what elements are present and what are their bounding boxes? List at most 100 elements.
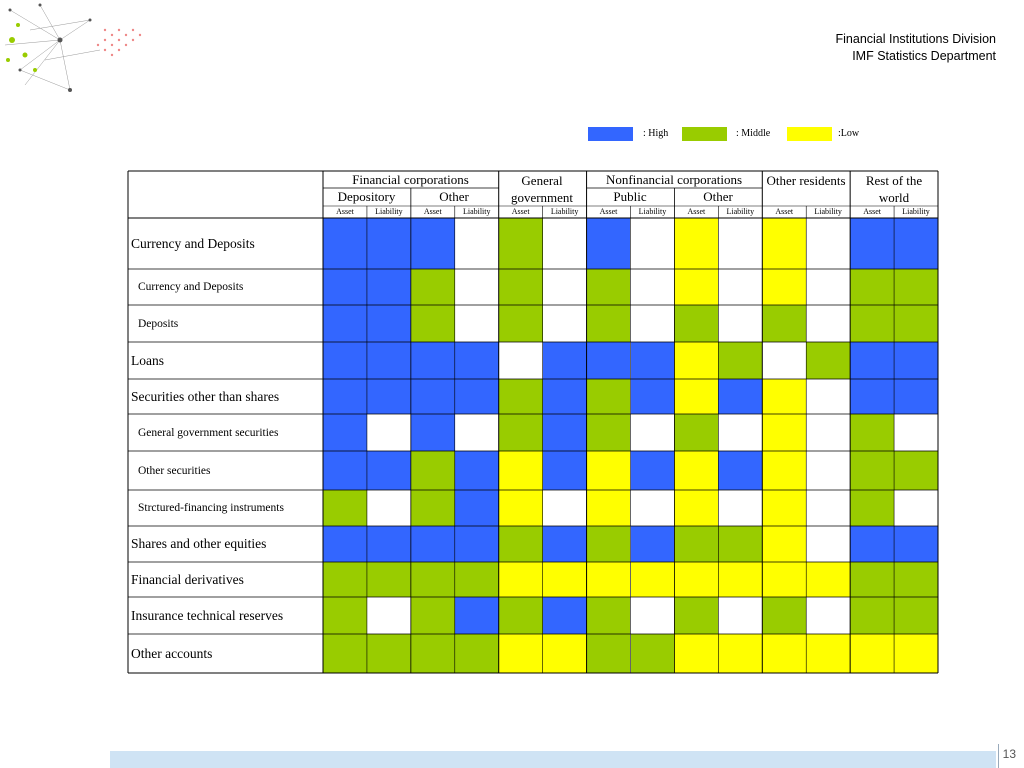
matrix-cell bbox=[323, 305, 367, 342]
matrix-cell bbox=[498, 526, 543, 562]
header-depository: Depository bbox=[337, 189, 396, 204]
header-general-government: General government bbox=[510, 173, 574, 205]
matrix-cell bbox=[718, 379, 763, 414]
header-other-financial: Other bbox=[439, 189, 469, 204]
matrix-cell bbox=[542, 342, 587, 379]
matrix-cell bbox=[586, 379, 631, 414]
matrix-cell bbox=[762, 269, 807, 305]
matrix-cell bbox=[586, 634, 631, 673]
header-rest-of-world: Rest of the world bbox=[865, 173, 923, 205]
legend-swatch-high bbox=[588, 127, 633, 141]
matrix-cell bbox=[498, 269, 543, 305]
subrow-label: Strctured-financing instruments bbox=[138, 502, 284, 514]
matrix-cell bbox=[718, 269, 763, 305]
matrix-cell bbox=[586, 562, 631, 597]
matrix-cell bbox=[323, 634, 367, 673]
matrix-cell bbox=[850, 269, 895, 305]
subrow-label: General government securities bbox=[138, 426, 279, 439]
header-financial-corporations: Financial corporations bbox=[352, 172, 469, 187]
matrix-cell bbox=[718, 634, 763, 673]
matrix-cell bbox=[674, 379, 719, 414]
matrix-cell bbox=[806, 634, 851, 673]
matrix-cell bbox=[454, 414, 499, 451]
matrix-cell bbox=[850, 342, 895, 379]
matrix-cell bbox=[498, 218, 543, 269]
matrix-cell bbox=[542, 597, 587, 634]
matrix-cell bbox=[323, 269, 367, 305]
matrix-cell bbox=[674, 597, 719, 634]
row-label: Currency and Deposits bbox=[131, 235, 255, 251]
matrix-cell bbox=[410, 305, 455, 342]
matrix-cell bbox=[323, 526, 367, 562]
matrix-cell bbox=[806, 305, 851, 342]
matrix-cell bbox=[454, 305, 499, 342]
matrix-cell bbox=[498, 379, 543, 414]
legend-swatch-middle bbox=[682, 127, 727, 141]
matrix-cell bbox=[674, 562, 719, 597]
grid-lines bbox=[127, 170, 939, 674]
matrix-cell bbox=[630, 414, 675, 451]
matrix-cell bbox=[718, 305, 763, 342]
matrix-cell bbox=[542, 634, 587, 673]
legend-swatch-low bbox=[787, 127, 832, 141]
matrix-cell bbox=[718, 451, 763, 490]
matrix-cell bbox=[542, 526, 587, 562]
matrix-cell bbox=[323, 218, 367, 269]
matrix-cell bbox=[894, 342, 938, 379]
matrix-cell bbox=[850, 597, 895, 634]
matrix-cell bbox=[586, 269, 631, 305]
matrix-cell bbox=[850, 414, 895, 451]
subheader-asset: Asset bbox=[423, 207, 442, 216]
matrix-cell bbox=[366, 562, 411, 597]
matrix-cell bbox=[454, 597, 499, 634]
row-label: Securities other than shares bbox=[131, 388, 280, 404]
matrix-cell bbox=[454, 379, 499, 414]
matrix-cell bbox=[674, 269, 719, 305]
matrix-cell bbox=[498, 305, 543, 342]
legend-label-low: :Low bbox=[838, 128, 860, 139]
matrix-cell bbox=[806, 218, 851, 269]
row-label: Loans bbox=[131, 352, 164, 368]
matrix-cell bbox=[806, 379, 851, 414]
matrix-cell bbox=[806, 269, 851, 305]
matrix-cell bbox=[410, 526, 455, 562]
matrix-cell bbox=[498, 490, 543, 526]
header-other-residents: Other residents bbox=[766, 173, 846, 188]
matrix-cell bbox=[323, 451, 367, 490]
matrix-cell bbox=[586, 342, 631, 379]
matrix-cell bbox=[366, 526, 411, 562]
matrix-cell bbox=[586, 490, 631, 526]
matrix-cell bbox=[894, 490, 938, 526]
matrix-cell bbox=[674, 490, 719, 526]
matrix-cell bbox=[806, 414, 851, 451]
matrix-cell bbox=[630, 526, 675, 562]
matrix-cell bbox=[894, 305, 938, 342]
matrix-cell bbox=[718, 342, 763, 379]
matrix-cell bbox=[454, 490, 499, 526]
matrix-cell bbox=[806, 526, 851, 562]
matrix-cell bbox=[762, 305, 807, 342]
matrix-cell bbox=[410, 490, 455, 526]
matrix-cell bbox=[718, 490, 763, 526]
matrix-cell bbox=[762, 597, 807, 634]
matrix-cell bbox=[366, 414, 411, 451]
matrix-cell bbox=[454, 526, 499, 562]
matrix-cell bbox=[762, 562, 807, 597]
legend-label-middle: : Middle bbox=[736, 128, 771, 139]
matrix-cell bbox=[718, 414, 763, 451]
matrix-cell bbox=[586, 414, 631, 451]
matrix-cell bbox=[894, 562, 938, 597]
matrix-cell bbox=[323, 490, 367, 526]
matrix-cell bbox=[762, 379, 807, 414]
matrix-cell bbox=[323, 379, 367, 414]
matrix-cell bbox=[498, 562, 543, 597]
matrix-cell bbox=[366, 597, 411, 634]
matrix-cell bbox=[630, 451, 675, 490]
matrix-cell bbox=[850, 490, 895, 526]
matrix-cell bbox=[894, 379, 938, 414]
matrix-cell bbox=[542, 218, 587, 269]
matrix-cell bbox=[630, 490, 675, 526]
matrix-cell bbox=[454, 269, 499, 305]
matrix-cell bbox=[718, 562, 763, 597]
subheader-asset: Asset bbox=[687, 207, 706, 216]
